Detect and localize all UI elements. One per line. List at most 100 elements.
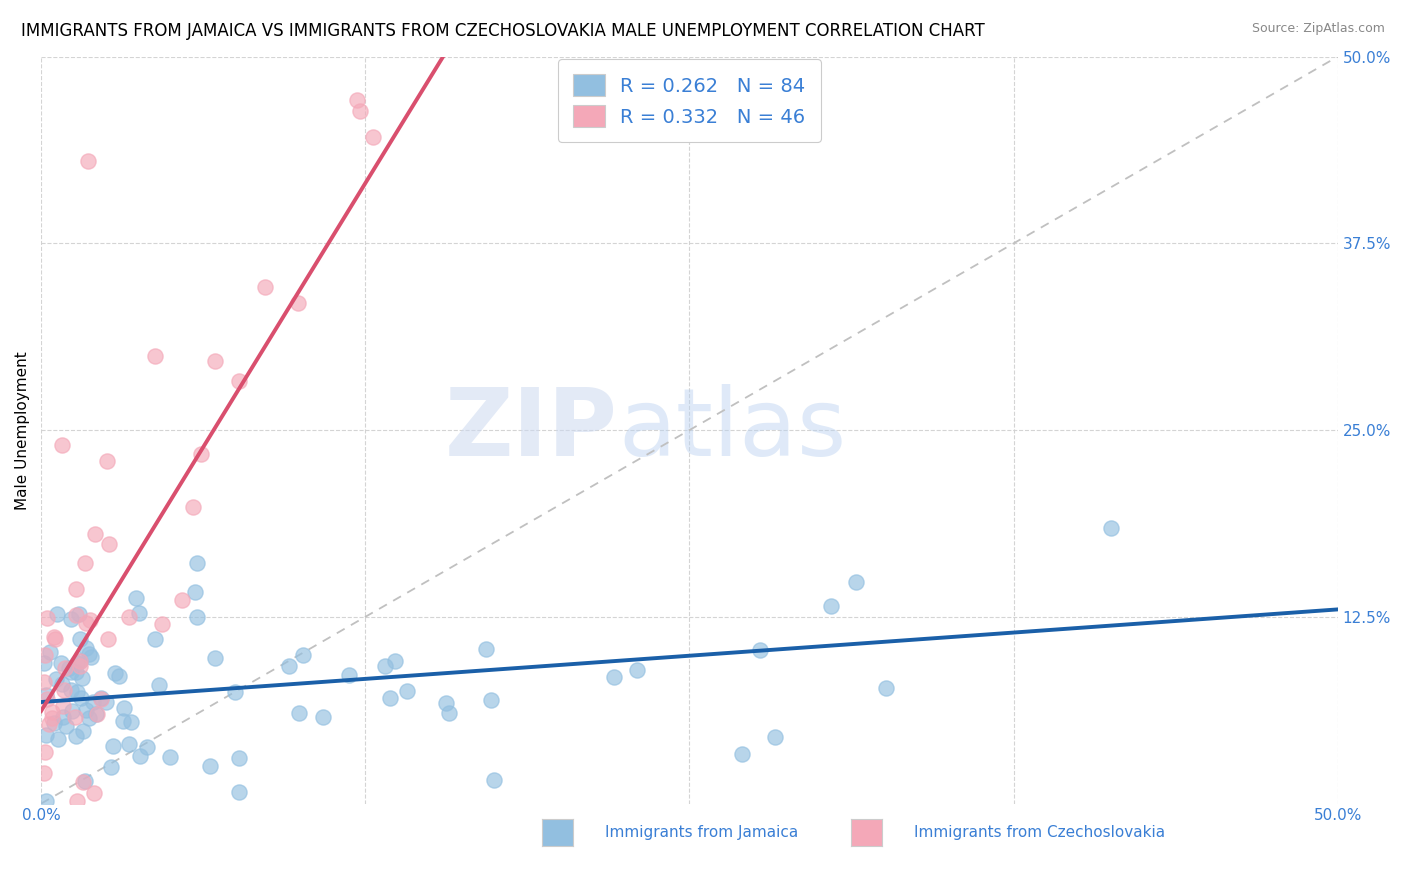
Point: [363, 130, 385, 145]
Point: [73, 556, 96, 570]
Text: Immigrants from Czechoslovakia: Immigrants from Czechoslovakia: [914, 825, 1166, 839]
Point: [104, 666, 127, 681]
Point: [349, 104, 371, 119]
Point: [378, 690, 401, 705]
Point: [820, 599, 842, 613]
Point: [373, 658, 395, 673]
Point: [172, 592, 194, 607]
Point: [475, 642, 498, 657]
Point: [80, 649, 103, 664]
Point: [148, 678, 170, 692]
Point: [60, 665, 83, 680]
Point: [82, 694, 104, 708]
Point: [65, 582, 87, 597]
Point: [42, 716, 65, 731]
Point: [100, 760, 122, 774]
Point: [181, 500, 204, 514]
Point: [291, 648, 314, 663]
Point: [65, 665, 87, 679]
Point: [35, 794, 58, 808]
Point: [44, 630, 66, 644]
Y-axis label: Male Unemployment: Male Unemployment: [15, 351, 30, 509]
Point: [66, 657, 89, 671]
Point: [72, 774, 94, 789]
Point: [86, 706, 108, 721]
Point: [190, 447, 212, 461]
Point: [69, 654, 91, 668]
Point: [128, 749, 150, 764]
Point: [484, 773, 506, 788]
Point: [254, 280, 277, 294]
Point: [749, 643, 772, 657]
Point: [346, 93, 368, 107]
Point: [96, 695, 118, 709]
Point: [51, 676, 73, 690]
Point: [186, 610, 208, 624]
Point: [224, 685, 246, 699]
Point: [200, 759, 222, 773]
Point: [204, 354, 226, 368]
Point: [434, 696, 457, 710]
Point: [75, 641, 97, 656]
Point: [101, 739, 124, 753]
Point: [287, 295, 309, 310]
Point: [228, 374, 250, 388]
Point: [66, 794, 89, 808]
Point: [90, 691, 112, 706]
Point: [118, 609, 141, 624]
Point: [53, 661, 76, 675]
Point: [90, 692, 112, 706]
Point: [32, 675, 55, 690]
Point: [70, 690, 93, 705]
Point: [51, 438, 73, 452]
Point: [875, 681, 897, 696]
Point: [228, 751, 250, 765]
Point: [59, 612, 82, 626]
Point: [183, 585, 205, 599]
Point: [108, 669, 131, 683]
Point: [41, 711, 63, 725]
Point: [72, 724, 94, 739]
Point: [76, 154, 98, 169]
Point: [396, 684, 419, 698]
Point: [65, 607, 87, 622]
Point: [32, 657, 55, 671]
Point: [38, 716, 60, 731]
Text: ZIP: ZIP: [446, 384, 619, 476]
Point: [150, 617, 173, 632]
Point: [730, 747, 752, 761]
Point: [63, 710, 86, 724]
Text: atlas: atlas: [619, 384, 846, 476]
Point: [75, 703, 97, 717]
Point: [603, 670, 626, 684]
Point: [52, 710, 75, 724]
Point: [67, 607, 90, 621]
Point: [437, 706, 460, 721]
Point: [34, 728, 56, 742]
Point: [34, 745, 56, 759]
Point: [626, 664, 648, 678]
Point: [55, 719, 77, 733]
Point: [53, 682, 76, 697]
Point: [32, 766, 55, 780]
Point: [479, 692, 502, 706]
Text: IMMIGRANTS FROM JAMAICA VS IMMIGRANTS FROM CZECHOSLOVAKIA MALE UNEMPLOYMENT CORR: IMMIGRANTS FROM JAMAICA VS IMMIGRANTS FR…: [21, 22, 984, 40]
Point: [288, 706, 311, 720]
Point: [60, 682, 83, 697]
Point: [45, 607, 67, 621]
Point: [845, 574, 868, 589]
Point: [84, 707, 107, 722]
Point: [79, 613, 101, 627]
Point: [96, 632, 118, 647]
Point: [44, 632, 66, 646]
Point: [125, 591, 148, 605]
Point: [66, 685, 89, 699]
Point: [135, 739, 157, 754]
Point: [277, 658, 299, 673]
Point: [58, 661, 80, 675]
Point: [60, 704, 83, 718]
Point: [69, 654, 91, 668]
Point: [46, 732, 69, 747]
Text: Immigrants from Jamaica: Immigrants from Jamaica: [605, 825, 799, 839]
Point: [112, 714, 135, 728]
